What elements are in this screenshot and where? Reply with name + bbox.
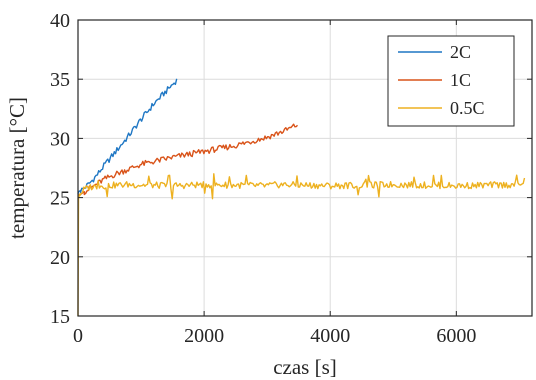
- legend-box: [387, 35, 515, 127]
- series-line-1c: [77, 123, 298, 196]
- y-axis-label: temperatura [°C]: [5, 97, 29, 239]
- x-axis-label: czas [s]: [273, 355, 337, 379]
- series-group: [77, 78, 526, 317]
- ticks-group: [77, 19, 532, 317]
- y-tick-label: 25: [50, 188, 70, 210]
- legend-label: 2C: [450, 42, 471, 62]
- series-line-2c: [77, 78, 178, 195]
- legend-label: 1C: [450, 70, 471, 90]
- x-tick-label: 0: [73, 325, 83, 347]
- y-tick-label: 40: [50, 10, 70, 32]
- legend: 2C 1C 0.5C: [387, 35, 515, 127]
- plot-frame: [77, 19, 533, 317]
- y-tick-label: 35: [50, 69, 70, 91]
- x-tick-label: 4000: [310, 325, 350, 347]
- tick-labels-group: 0 2000 4000 6000 15 20 25 30 35 40: [50, 10, 476, 347]
- y-tick-label: 20: [50, 247, 70, 269]
- x-tick-label: 6000: [436, 325, 476, 347]
- y-tick-label: 30: [50, 128, 70, 150]
- series-line-0-5c: [77, 173, 526, 317]
- legend-label: 0.5C: [450, 98, 485, 118]
- x-tick-label: 2000: [184, 325, 224, 347]
- y-tick-label: 15: [50, 306, 70, 328]
